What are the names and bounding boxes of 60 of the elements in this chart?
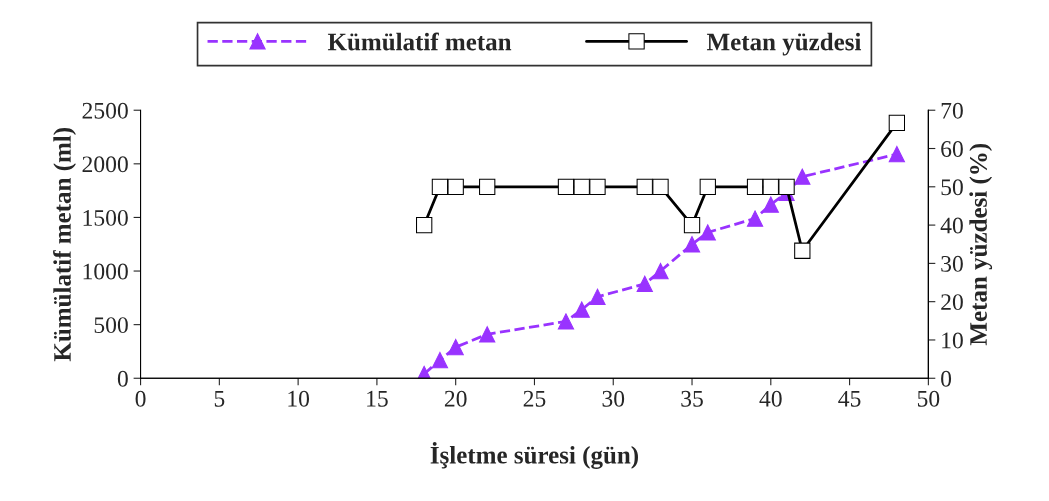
- point: [683, 236, 701, 253]
- y2-tick-label: 50: [941, 179, 963, 196]
- point: [746, 178, 764, 195]
- y-tick-label: 1000: [83, 263, 128, 280]
- point: [683, 216, 701, 234]
- point: [778, 178, 795, 195]
- point: [447, 178, 464, 195]
- x-tick-label: 30: [602, 390, 625, 407]
- point: [636, 178, 653, 195]
- x-tick-label: 10: [288, 390, 310, 407]
- point: [888, 114, 906, 132]
- y-tick-label: 2500: [82, 102, 128, 119]
- x-tick-label: 15: [367, 390, 388, 407]
- x-tick-label: 5: [214, 390, 225, 407]
- y2-tick-label: 10: [942, 332, 963, 349]
- y2-tick-label: 0: [941, 370, 952, 387]
- point: [794, 242, 811, 259]
- point: [652, 262, 669, 280]
- y-tick-label: 1500: [83, 209, 128, 226]
- point: [447, 339, 464, 356]
- legend-label: Kümülatif metan: [327, 32, 512, 51]
- y-tick-label: 500: [94, 317, 128, 334]
- point: [573, 301, 590, 318]
- point: [652, 178, 669, 195]
- y2-tick-label: 60: [941, 141, 963, 157]
- point: [699, 178, 716, 195]
- x-tick-label: 20: [444, 390, 467, 407]
- point: [479, 178, 496, 195]
- y-axis-title: Kümülatif metan (ml): [53, 127, 76, 362]
- x-tick-label: 25: [523, 390, 546, 407]
- x-tick-label: 50: [917, 390, 940, 407]
- point: [636, 275, 653, 293]
- point: [431, 351, 449, 369]
- point: [762, 178, 779, 195]
- y2-tick-label: 20: [941, 294, 963, 311]
- point: [888, 146, 906, 163]
- point: [746, 210, 764, 227]
- point: [557, 178, 575, 195]
- y-tick-label: 2000: [82, 156, 128, 173]
- point: [589, 288, 606, 305]
- point: [794, 168, 811, 185]
- point: [431, 178, 449, 195]
- x-tick-label: 35: [681, 390, 703, 407]
- point: [589, 178, 606, 195]
- point: [557, 313, 575, 330]
- y2-tick-label: 70: [941, 102, 963, 119]
- y-tick-label: 0: [117, 370, 128, 387]
- x-tick-label: 0: [135, 390, 146, 407]
- point: [699, 224, 716, 241]
- x-tick-label: 40: [759, 390, 782, 407]
- x-axis-title: İşletme süresi (gün): [430, 442, 638, 469]
- point: [416, 216, 433, 234]
- point: [479, 326, 496, 343]
- point: [762, 196, 779, 213]
- y2-tick-label: 40: [940, 217, 963, 234]
- y2-axis-title: Metan yüzdesi (%): [969, 143, 993, 346]
- legend-label: Metan yüzdesi: [706, 32, 862, 56]
- y2-tick-label: 30: [941, 255, 963, 272]
- point: [573, 178, 590, 195]
- x-tick-label: 45: [838, 390, 861, 407]
